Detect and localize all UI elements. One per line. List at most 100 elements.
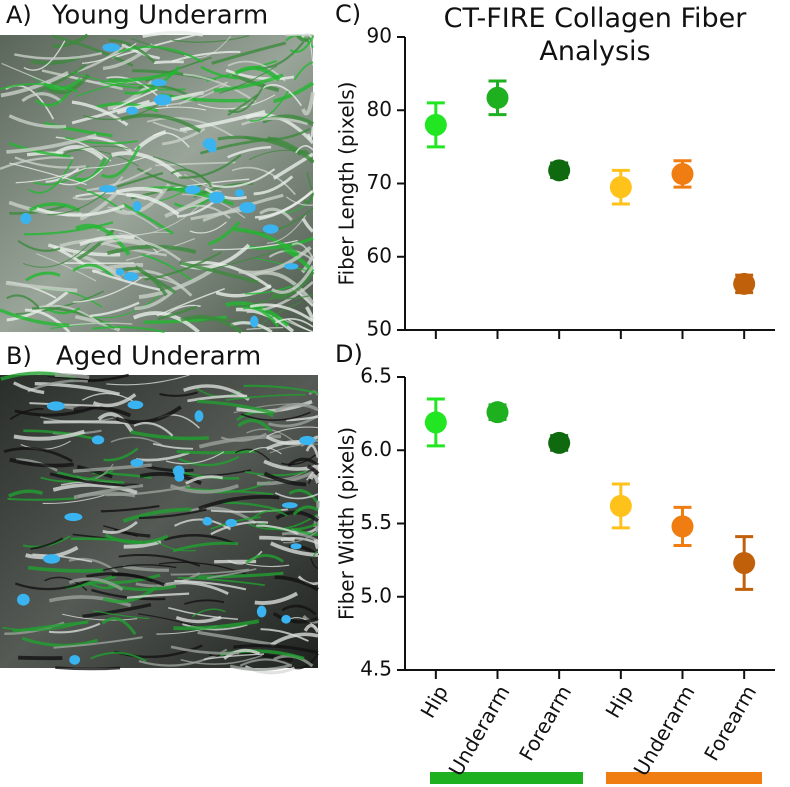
fiber	[8, 141, 71, 158]
nucleus	[102, 43, 120, 52]
fiber	[222, 501, 282, 512]
fiber	[185, 475, 224, 485]
fiber	[54, 373, 90, 380]
fiber	[270, 632, 319, 647]
fiber	[75, 223, 131, 256]
fiber	[146, 117, 235, 138]
fiber	[271, 294, 314, 300]
fiber	[73, 405, 132, 418]
fiber	[36, 253, 97, 282]
fiber	[27, 565, 104, 573]
fiber	[153, 60, 184, 65]
fiber	[21, 636, 98, 648]
nucleus	[151, 79, 167, 87]
fiber	[227, 145, 272, 159]
fiber	[97, 412, 134, 433]
fiber	[79, 189, 121, 221]
fiber	[304, 305, 315, 321]
fiber	[152, 442, 194, 450]
fiber	[241, 117, 308, 126]
fiber	[101, 617, 137, 636]
fiber	[289, 36, 314, 54]
fiber	[65, 136, 138, 145]
fiber	[111, 183, 171, 215]
nucleus	[239, 202, 256, 214]
fiber	[243, 384, 319, 394]
fiber	[101, 145, 141, 179]
fiber	[16, 458, 58, 472]
nucleus	[153, 94, 172, 106]
nucleus	[184, 185, 201, 195]
fiber	[198, 434, 282, 449]
fiber	[102, 585, 158, 604]
fiber	[55, 145, 104, 161]
fiber	[307, 126, 315, 141]
fiber	[76, 78, 150, 97]
fiber	[239, 658, 291, 667]
fiber	[274, 492, 319, 500]
fiber	[173, 178, 250, 189]
nucleus	[130, 458, 144, 467]
fiber	[81, 42, 137, 64]
fiber	[171, 187, 235, 206]
nucleus	[207, 144, 217, 153]
fiber	[215, 284, 272, 298]
y-tick-label: 50	[367, 317, 392, 341]
fiber	[45, 307, 81, 315]
fiber	[135, 572, 201, 588]
fiber	[71, 100, 129, 127]
fiber	[133, 421, 174, 437]
fiber	[102, 241, 167, 257]
fiber	[178, 154, 242, 179]
fiber	[159, 391, 199, 397]
fiber	[253, 175, 294, 196]
x-tick-label: Hip	[600, 681, 637, 722]
fiber	[291, 242, 314, 259]
fiber	[178, 455, 240, 467]
fiber	[295, 145, 314, 154]
fiber	[272, 612, 319, 624]
fiber	[52, 482, 138, 495]
fiber	[178, 81, 229, 106]
fiber	[122, 202, 174, 235]
fiber	[182, 623, 248, 631]
fiber	[259, 207, 293, 222]
fiber	[234, 227, 300, 257]
fiber	[170, 645, 240, 655]
fiber	[45, 73, 90, 95]
fiber	[116, 171, 164, 188]
fiber	[139, 508, 207, 520]
fiber	[266, 215, 307, 244]
fiber	[306, 467, 319, 481]
fiber	[102, 43, 154, 71]
fiber	[263, 459, 319, 471]
fiber	[173, 619, 260, 631]
fiber	[138, 268, 214, 300]
fiber	[126, 192, 180, 217]
nucleus	[208, 191, 225, 204]
nucleus	[234, 189, 245, 197]
panel-title: Aged Underarm	[56, 342, 261, 372]
fiber	[249, 303, 314, 323]
fiber	[62, 145, 129, 155]
fiber	[161, 127, 206, 146]
nucleus	[194, 410, 204, 422]
y-tick-label: 70	[367, 170, 392, 194]
fiber	[29, 402, 100, 407]
fiber	[53, 636, 143, 649]
fiber	[72, 276, 143, 303]
fiber	[225, 393, 306, 401]
fiber	[260, 301, 302, 325]
fiber	[234, 65, 281, 82]
fiber	[288, 489, 320, 504]
fiber	[14, 578, 92, 591]
group-bar	[430, 772, 583, 784]
fiber	[197, 630, 277, 647]
fiber	[73, 491, 136, 500]
fiber	[190, 208, 245, 221]
dot	[609, 494, 632, 517]
fiber	[9, 162, 87, 186]
fiber	[90, 651, 147, 663]
fiber	[306, 464, 320, 476]
fiber	[134, 288, 176, 311]
